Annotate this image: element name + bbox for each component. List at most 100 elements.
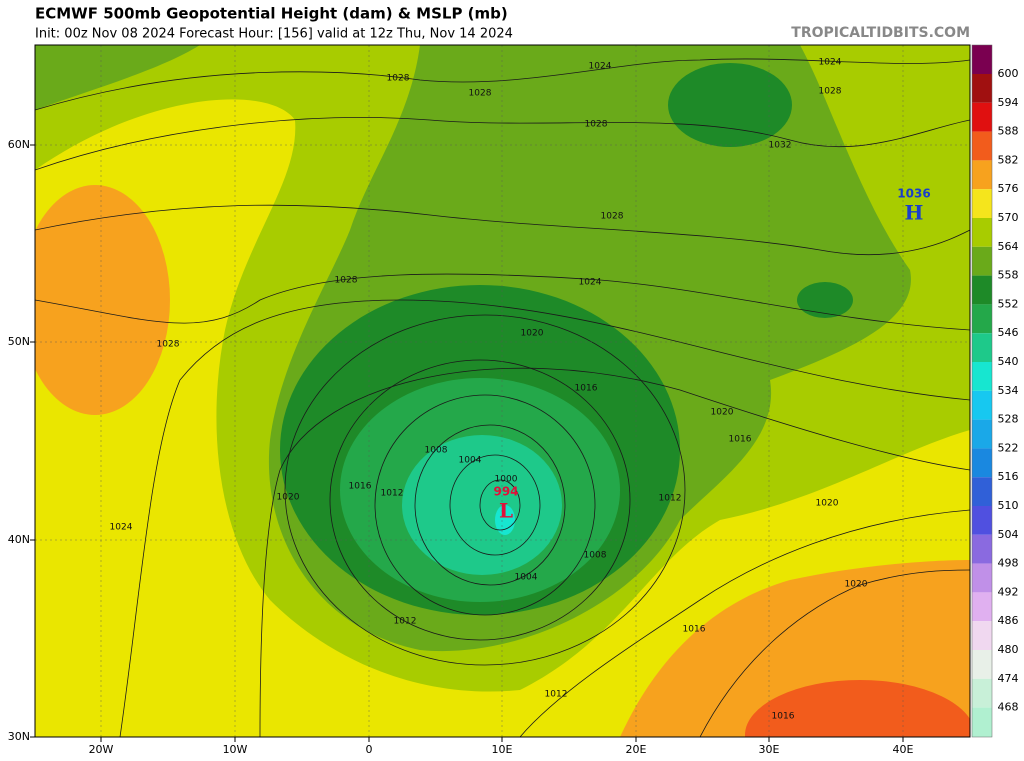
colorbar-segment <box>972 189 992 218</box>
pressure-center-value: 994 <box>493 485 518 499</box>
field-cyan <box>495 505 515 535</box>
colorbar-label: 588 <box>998 125 1019 138</box>
isobar-label: 1016 <box>683 625 706 635</box>
colorbar-frame <box>971 44 993 738</box>
colorbar-label: 570 <box>998 211 1019 224</box>
field-orange <box>35 185 170 415</box>
field-green <box>35 45 200 110</box>
isobar-label: 1004 <box>459 456 482 466</box>
isobar <box>519 509 970 737</box>
colorbar-segment <box>972 362 992 391</box>
isobar <box>449 454 541 556</box>
colorbar-label: 540 <box>998 355 1019 368</box>
longitude-label: 20E <box>626 743 647 756</box>
isobar <box>35 204 970 256</box>
graticule <box>35 45 970 737</box>
longitude-label: 40E <box>893 743 914 756</box>
isobar <box>35 58 970 111</box>
isobar <box>284 314 686 666</box>
colorbar-segment <box>972 218 992 247</box>
source: TROPICALTIDBITS.COM <box>791 25 970 41</box>
isobar <box>374 394 596 616</box>
field-teal <box>402 435 562 575</box>
isobar-label: 1028 <box>387 74 410 84</box>
isobar <box>119 299 970 737</box>
pressure-center-letter: L <box>499 499 513 523</box>
isobar-label: 1016 <box>772 712 795 722</box>
latitude-label: 50N <box>8 335 30 348</box>
colorbar-label: 516 <box>998 470 1019 483</box>
colorbar-label: 504 <box>998 528 1019 541</box>
isobar <box>35 117 970 171</box>
longitude-label: 0 <box>366 743 373 756</box>
colorbar-segment <box>972 74 992 103</box>
isobar-label: 1024 <box>589 62 612 72</box>
isobars <box>35 58 970 737</box>
pressure-center-letter: H <box>905 201 924 225</box>
isobar-label: 1020 <box>521 329 544 339</box>
colorbar-segment <box>972 707 992 737</box>
field-dark-green <box>797 282 853 318</box>
isobar <box>414 424 566 586</box>
isobar-label: 1024 <box>110 523 133 533</box>
isobar-label: 1020 <box>816 499 839 509</box>
isobar-label: 1012 <box>545 690 568 700</box>
isobar <box>35 273 970 331</box>
colorbar-segment <box>972 304 992 334</box>
isobar-label: 1024 <box>819 58 842 68</box>
isobar-label: 1012 <box>394 617 417 627</box>
isobar <box>329 359 631 641</box>
colorbar-segment <box>972 506 992 535</box>
colorbar-segment <box>972 160 992 190</box>
subtitle: Init: 00z Nov 08 2024 Forecast Hour: [15… <box>35 27 513 42</box>
isobar-label: 1024 <box>579 278 602 288</box>
title: ECMWF 500mb Geopotential Height (dam) & … <box>35 5 508 23</box>
isobar-label: 1020 <box>711 408 734 418</box>
map-field <box>35 45 970 737</box>
isobar-label: 1016 <box>349 482 372 492</box>
isobar-label: 1016 <box>575 384 598 394</box>
colorbar-segment <box>972 131 992 161</box>
colorbar-label: 528 <box>998 413 1019 426</box>
colorbar-segment <box>972 419 992 449</box>
colorbar-segment <box>972 650 992 679</box>
colorbar-segment <box>972 477 992 506</box>
colorbar-label: 474 <box>998 672 1019 685</box>
colorbar-label: 492 <box>998 585 1019 598</box>
isobar-label: 1028 <box>585 120 608 130</box>
colorbar-segment <box>972 563 992 593</box>
latitude-label: 40N <box>8 533 30 546</box>
isobar-label: 1004 <box>515 573 538 583</box>
isobar-label: 1016 <box>729 435 752 445</box>
isobar-label: 1032 <box>769 141 792 151</box>
longitude-label: 10W <box>223 743 248 756</box>
colorbar-label: 576 <box>998 182 1019 195</box>
colorbar-segment <box>972 592 992 622</box>
pressure-center-value: 1036 <box>897 187 930 201</box>
colorbar-label: 468 <box>998 701 1019 714</box>
colorbar-segment <box>972 678 992 708</box>
colorbar-label: 582 <box>998 153 1019 166</box>
isobar-label: 1028 <box>469 89 492 99</box>
field-dark-orange <box>745 680 970 737</box>
colorbar-segment <box>972 45 992 74</box>
isobar-label: 1008 <box>584 551 607 561</box>
isobar-label: 1028 <box>601 212 624 222</box>
colorbar-label: 510 <box>998 499 1019 512</box>
latitude-label: 60N <box>8 138 30 151</box>
colorbar-segment <box>972 102 992 132</box>
isobar <box>479 479 521 531</box>
colorbar-label: 546 <box>998 326 1019 339</box>
colorbar-segment <box>972 621 992 650</box>
isobar-label: 1020 <box>277 493 300 503</box>
colorbar-label: 522 <box>998 441 1019 454</box>
isobar-label: 1000 <box>495 475 518 485</box>
colorbar-label: 564 <box>998 240 1019 253</box>
colorbar-segment <box>972 333 992 362</box>
colorbar-segment <box>972 448 992 478</box>
isobar <box>699 569 970 737</box>
field-dark-green <box>668 63 792 147</box>
isobar-label: 1008 <box>425 446 448 456</box>
